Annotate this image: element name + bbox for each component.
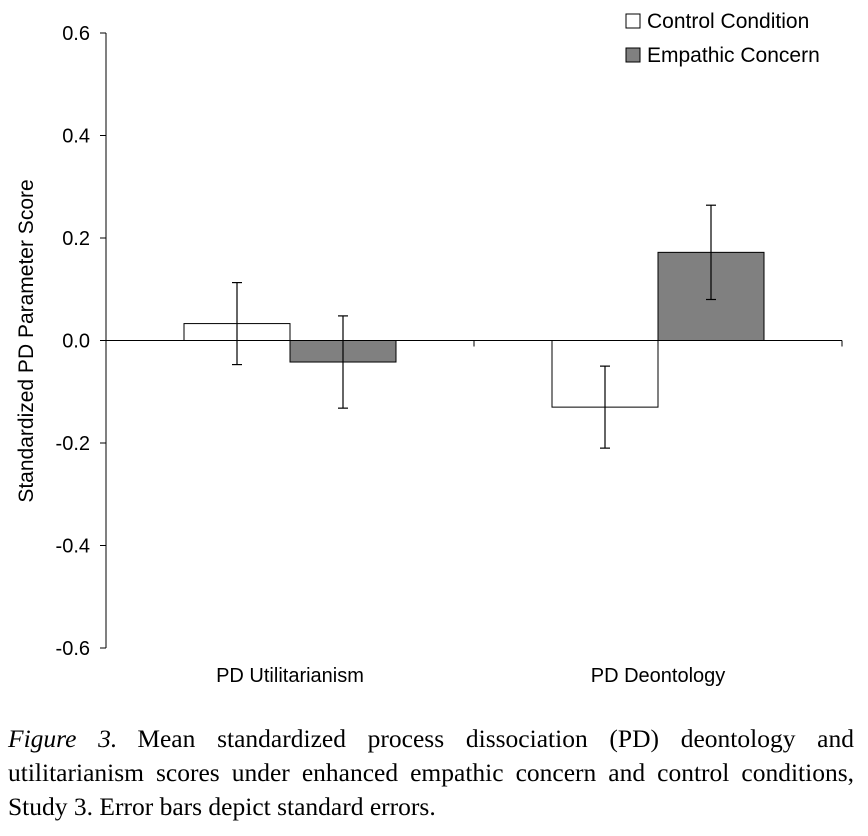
y-tick-label: -0.4 bbox=[56, 536, 90, 558]
x-tick-labels: PD Utilitarianism PD Deontology bbox=[216, 665, 725, 687]
y-tick-label: -0.6 bbox=[56, 638, 90, 660]
y-tick-label: 0.4 bbox=[62, 126, 90, 148]
legend-swatch-control bbox=[625, 13, 641, 29]
legend: Control Condition Empathic Concern bbox=[625, 10, 820, 67]
legend-label-control: Control Condition bbox=[647, 10, 809, 33]
legend-label-empathic: Empathic Concern bbox=[647, 44, 820, 67]
y-tick-label: -0.2 bbox=[56, 433, 90, 455]
y-tick-label: 0.6 bbox=[62, 23, 90, 45]
figure-caption-label: Figure 3. bbox=[8, 724, 118, 753]
axes: 0.6 0.4 0.2 0.0 -0.2 -0.4 -0.6 bbox=[56, 23, 843, 660]
bars bbox=[183, 251, 765, 408]
y-tick-label: 0.0 bbox=[62, 331, 90, 353]
bar-chart: Standardized PD Parameter Score 0.60.40.… bbox=[15, 10, 843, 687]
x-tick-label: PD Deontology bbox=[591, 665, 726, 687]
error-bars bbox=[232, 204, 716, 449]
y-tick-label: 0.2 bbox=[62, 228, 90, 250]
figure-caption: Figure 3. Mean standardized process disso… bbox=[8, 722, 854, 824]
figure-caption-text: Mean standardized process dissociation (… bbox=[8, 724, 854, 821]
y-axis-title: Standardized PD Parameter Score bbox=[15, 179, 38, 502]
legend-swatch-empathic bbox=[625, 47, 641, 63]
x-tick-label: PD Utilitarianism bbox=[216, 665, 364, 687]
